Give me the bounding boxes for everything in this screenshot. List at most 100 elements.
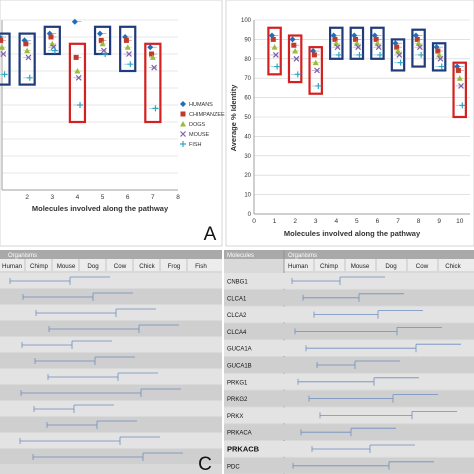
panel-d-molecules-header: Molecules: [227, 253, 254, 259]
panel-c-header-bar: [0, 250, 222, 259]
panel-c-organism-label: Mouse: [57, 263, 76, 270]
range-box: [349, 26, 365, 60]
x-tick-label: 6: [126, 194, 130, 201]
range-box: [452, 61, 467, 119]
y-tick-label: 40: [244, 134, 251, 140]
panel-d-tree-branch: [291, 276, 385, 285]
panel-c-organism-label: Fish: [195, 263, 207, 270]
y-tick-label: 0: [248, 212, 252, 218]
panel-d-tree-row: [224, 273, 474, 289]
y-tick-label: 100: [241, 18, 252, 24]
panel-d-tree-branch: [305, 343, 461, 353]
panel-c-tree-branch: [20, 388, 181, 397]
panel-c-tree-branch: [19, 436, 160, 445]
panel-c-tree-branch: [22, 292, 133, 301]
panel-c-tree-branch: [48, 324, 179, 333]
x-tick-label: 3: [314, 218, 318, 225]
range-box: [119, 25, 137, 73]
molecule-label-prkg2: PRKG2: [227, 397, 248, 403]
range-box: [267, 26, 282, 76]
y-tick-label: 80: [244, 57, 251, 63]
x-tick-label: 6: [376, 218, 380, 225]
x-tick-label: 10: [456, 218, 464, 225]
panel-c-organism-row: [0, 259, 222, 271]
y-tick-label: 90: [244, 37, 251, 43]
panel-d-organism-label: Chick: [445, 263, 461, 270]
panel-c-tree-branch: [9, 276, 110, 285]
y-tick-label: 20: [244, 173, 251, 179]
range-box: [144, 42, 162, 124]
panel-c-tree-row: [0, 433, 222, 448]
x-tick-label: 2: [293, 218, 297, 225]
panel-d-organism-label: Dog: [385, 263, 397, 270]
panel-b-x-axis-label: Molecules involved along the pathway: [284, 229, 421, 238]
panel-c-tree-branch: [47, 372, 158, 381]
molecule-label-prkx: PRKX: [227, 414, 243, 420]
panel-d-organism-label: Chimp: [320, 263, 338, 270]
panel-c-tree-branch: [21, 340, 112, 349]
panel-a-x-axis-label: Molecules involved along the pathway: [32, 204, 169, 213]
x-tick-label: 8: [417, 218, 421, 225]
range-box: [308, 46, 323, 95]
panel-c-organism-label: Chick: [139, 263, 155, 270]
panel-d-tree-branch: [292, 461, 434, 470]
legend-marker-mouse: [180, 131, 186, 137]
legend-label-fish: FISH: [189, 142, 202, 148]
panel-c-tree-row: [0, 385, 222, 400]
panel-c-tree-row: [0, 289, 222, 304]
panel-c-tree-row: [0, 369, 222, 384]
panel-c-tree-row: [0, 273, 222, 288]
molecule-label-pdc: PDC: [227, 464, 240, 470]
panel-a-legend: HUMANS CHIMPANZEE DOGS MOUSE FISH: [180, 101, 225, 148]
range-box: [0, 32, 11, 86]
molecule-label-cnbg1: CNBG1: [227, 280, 248, 286]
legend-label-mouse: MOUSE: [189, 132, 210, 138]
panel-a-letter: A: [204, 224, 217, 245]
panel-c-tree-row: [0, 401, 222, 416]
molecule-label-prkg1: PRKG1: [227, 380, 248, 386]
panel-c-tree-branch: [34, 356, 135, 365]
panel-d-tree-branch: [319, 411, 457, 420]
molecule-label-clca2: CLCA2: [227, 313, 247, 319]
panel-a: 2 3 4 5 6 7 8 HUMANS CHIMPANZEE DOGS MOUSE FISH Mo…: [0, 0, 225, 247]
panel-c-tree-row: [0, 417, 222, 432]
panel-c-tree-branch: [33, 404, 114, 413]
panel-c-organism-label: Cow: [114, 263, 127, 270]
x-tick-label: 8: [176, 194, 180, 201]
panel-c-tree-row: [0, 337, 222, 352]
panel-d-organism-label: Human: [288, 263, 309, 270]
y-tick-label: 70: [244, 76, 251, 82]
panel-d-tree-branch: [302, 293, 404, 302]
legend-label-dogs: DOGS: [189, 122, 206, 128]
panel-d-header-bar: [224, 250, 474, 259]
panel-c-tree-branch: [35, 308, 156, 317]
panel-d-tree-branch: [297, 377, 419, 386]
panel-c-tree-row: [0, 321, 222, 336]
y-tick-label: 10: [244, 193, 251, 199]
range-box: [68, 42, 87, 124]
molecule-label-guca1a: GUCA1A: [227, 347, 252, 353]
x-tick-label: 3: [50, 194, 54, 201]
molecule-label-prkaca: PRKACA: [227, 431, 252, 437]
y-tick-label: 60: [244, 96, 251, 102]
y-tick-label: 50: [244, 115, 251, 121]
panel-d-organism-label: Cow: [416, 263, 429, 270]
panel-d-organism-row: [284, 259, 474, 271]
legend-label-humans: HUMANS: [189, 102, 213, 108]
panel-d-tree-branch: [294, 327, 442, 336]
x-tick-label: 4: [334, 218, 338, 225]
x-tick-label: 5: [355, 218, 359, 225]
panel-d-tree-branch: [313, 310, 423, 319]
molecule-label-clca1: CLCA1: [227, 296, 247, 302]
panel-d-organism-label: Mouse: [351, 263, 370, 270]
panel-c-organism-label: Frog: [168, 263, 181, 270]
legend-label-chimpanzee: CHIMPANZEE: [189, 112, 225, 118]
panel-d-tree-branch: [300, 427, 396, 437]
range-box: [370, 26, 385, 60]
panel-c-tree-branch: [46, 420, 137, 429]
x-tick-label: 7: [396, 218, 400, 225]
molecule-label-guca1b: GUCA1B: [227, 364, 252, 370]
x-tick-label: 2: [25, 194, 29, 201]
